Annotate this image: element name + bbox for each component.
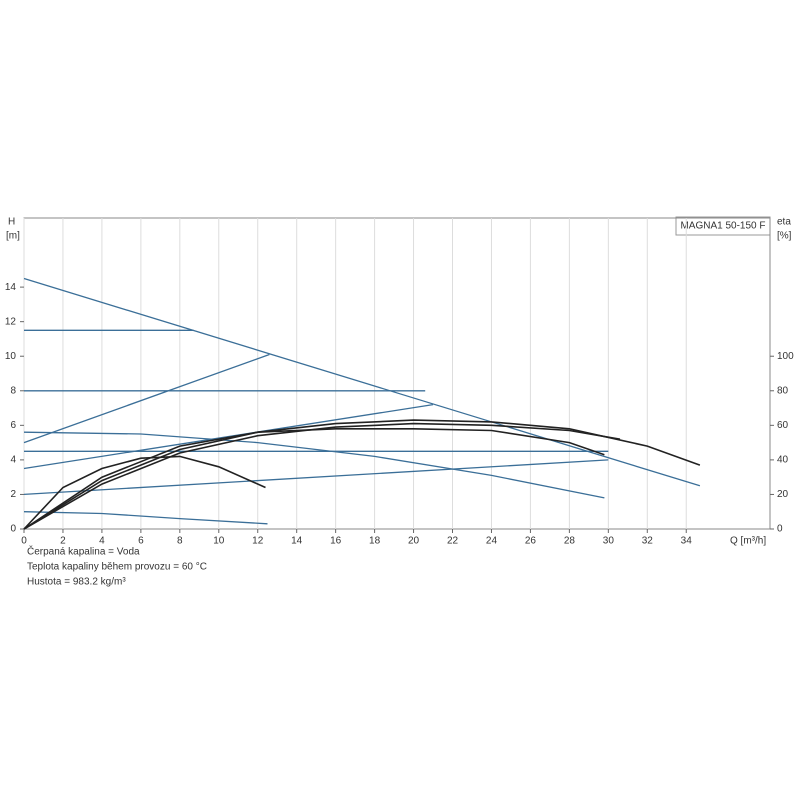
curve	[23, 422, 621, 530]
curve	[23, 431, 605, 499]
y2-tick-label: 0	[777, 524, 783, 535]
curve	[23, 427, 605, 530]
x-tick-label: 8	[177, 536, 183, 547]
y-tick-label: 4	[10, 455, 16, 466]
x-tick-label: 6	[138, 536, 144, 547]
x-tick-label: 0	[21, 536, 27, 547]
x-tick-label: 4	[99, 536, 105, 547]
curve	[23, 511, 268, 525]
curve	[23, 455, 266, 530]
x-tick-label: 34	[681, 536, 693, 547]
x-tick-label: 18	[369, 536, 381, 547]
x-tick-label: 12	[252, 536, 264, 547]
x-tick-label: 2	[60, 536, 66, 547]
y2-tick-label: 80	[777, 385, 789, 396]
y2-unit: [%]	[777, 231, 792, 242]
curve	[23, 459, 609, 496]
y2-tick-label: 100	[777, 351, 794, 362]
y2-tick-label: 60	[777, 420, 789, 431]
y2-label: eta	[777, 217, 791, 228]
y-tick-label: 8	[10, 385, 16, 396]
x-tick-label: 24	[486, 536, 498, 547]
x-tick-label: 32	[642, 536, 654, 547]
y-tick-label: 0	[10, 524, 16, 535]
x-tick-label: 16	[330, 536, 342, 547]
y-label: H	[8, 217, 15, 228]
x-label: Q [m³/h]	[730, 536, 766, 547]
note: Teplota kapaliny během provozu = 60 °C	[27, 562, 207, 573]
y-tick-label: 10	[5, 351, 17, 362]
y2-tick-label: 40	[777, 455, 789, 466]
curve	[23, 353, 270, 444]
x-tick-label: 28	[564, 536, 576, 547]
x-tick-label: 10	[213, 536, 225, 547]
label-box-text: MAGNA1 50-150 F	[680, 221, 765, 232]
x-tick-label: 20	[408, 536, 420, 547]
note: Hustota = 983.2 kg/m³	[27, 577, 126, 588]
y-tick-label: 12	[5, 316, 17, 327]
y2-tick-label: 20	[777, 489, 789, 500]
x-tick-label: 26	[525, 536, 537, 547]
y-tick-label: 6	[10, 420, 16, 431]
y-tick-label: 2	[10, 489, 16, 500]
x-tick-label: 14	[291, 536, 303, 547]
x-tick-label: 30	[603, 536, 615, 547]
x-tick-label: 22	[447, 536, 459, 547]
note: Čerpaná kapalina = Voda	[27, 545, 140, 558]
y-unit: [m]	[6, 231, 20, 242]
curve	[23, 403, 434, 470]
y-tick-label: 14	[5, 282, 17, 293]
plot-area	[23, 217, 771, 530]
